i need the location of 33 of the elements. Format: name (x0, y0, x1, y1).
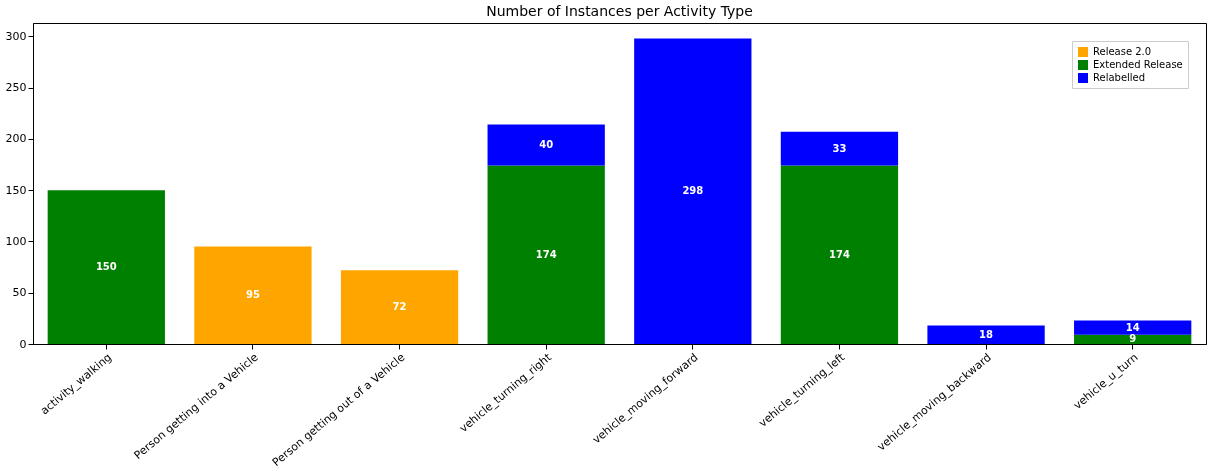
data-label: 150 (95, 261, 117, 273)
data-label: 9 (1129, 333, 1137, 345)
bar (1074, 334, 1192, 344)
bar (47, 190, 165, 344)
legend-label: Release 2.0 (1093, 46, 1152, 57)
data-label: 72 (392, 301, 407, 313)
y-tick-label: 300 (5, 29, 27, 43)
bar (780, 131, 899, 166)
y-tick-label: 250 (5, 81, 27, 95)
data-label: 174 (829, 248, 850, 260)
data-label: 298 (682, 185, 704, 197)
data-label: 14 (1125, 321, 1140, 333)
bar (780, 165, 899, 344)
y-tick-label: 200 (5, 132, 27, 146)
data-label: 33 (832, 142, 847, 154)
data-label: 40 (539, 139, 554, 151)
bar (487, 124, 605, 166)
data-label: 95 (245, 289, 260, 301)
chart-title: Number of Instances per Activity Type (486, 3, 753, 19)
legend-label: Relabelled (1093, 72, 1146, 83)
y-tick-label: 100 (5, 234, 27, 248)
bar (1074, 320, 1192, 335)
y-tick-label: 150 (5, 183, 27, 197)
bar (487, 165, 605, 344)
y-tick-label: 0 (19, 337, 27, 351)
bar (340, 270, 459, 344)
bar (634, 38, 752, 344)
y-tick-label: 50 (12, 286, 27, 300)
data-label: 174 (535, 248, 557, 260)
bar (927, 325, 1045, 344)
legend-label: Extended Release (1093, 59, 1183, 70)
data-label: 18 (979, 328, 994, 340)
bar (194, 246, 312, 344)
